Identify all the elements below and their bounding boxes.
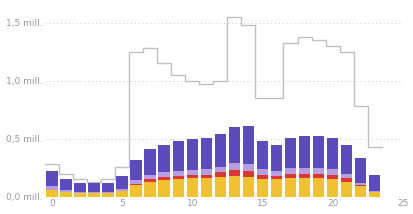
Bar (214, 166, 225, 172)
Bar (200, 175, 211, 178)
Bar (270, 176, 282, 179)
Bar (214, 134, 225, 166)
Bar (46, 186, 57, 190)
Bar (116, 176, 128, 189)
Bar (228, 170, 240, 176)
Bar (298, 174, 309, 178)
Bar (130, 184, 142, 185)
Bar (312, 174, 323, 178)
Bar (284, 138, 296, 168)
Bar (326, 138, 337, 169)
Bar (284, 168, 296, 174)
Bar (172, 179, 183, 197)
Bar (158, 172, 170, 177)
Bar (130, 160, 142, 180)
Bar (354, 158, 366, 183)
Bar (144, 179, 156, 182)
Bar (270, 179, 282, 197)
Bar (340, 174, 351, 178)
Bar (130, 180, 142, 184)
Bar (88, 183, 100, 192)
Bar (256, 169, 268, 175)
Bar (60, 192, 71, 197)
Bar (186, 170, 197, 175)
Bar (284, 178, 296, 197)
Bar (88, 193, 100, 197)
Bar (354, 183, 366, 185)
Bar (368, 175, 380, 191)
Bar (256, 141, 268, 169)
Bar (326, 169, 337, 175)
Bar (340, 178, 351, 182)
Bar (102, 193, 114, 197)
Bar (354, 185, 366, 186)
Bar (242, 164, 254, 171)
Bar (228, 163, 240, 170)
Bar (130, 185, 142, 197)
Bar (46, 171, 57, 186)
Bar (172, 176, 183, 179)
Bar (158, 180, 170, 197)
Bar (200, 169, 211, 175)
Bar (312, 178, 323, 197)
Bar (158, 144, 170, 172)
Bar (242, 177, 254, 197)
Bar (144, 149, 156, 175)
Bar (144, 182, 156, 197)
Bar (172, 171, 183, 176)
Bar (242, 126, 254, 164)
Bar (186, 139, 197, 170)
Bar (88, 192, 100, 193)
Bar (60, 190, 71, 192)
Bar (74, 192, 85, 193)
Bar (214, 172, 225, 177)
Bar (326, 179, 337, 197)
Bar (368, 191, 380, 192)
Bar (298, 168, 309, 174)
Bar (74, 183, 85, 192)
Bar (158, 177, 170, 180)
Bar (312, 168, 323, 174)
Bar (74, 193, 85, 197)
Bar (228, 176, 240, 197)
Bar (186, 178, 197, 197)
Bar (340, 182, 351, 197)
Bar (256, 175, 268, 179)
Bar (186, 175, 197, 178)
Bar (256, 179, 268, 197)
Bar (200, 138, 211, 169)
Bar (270, 144, 282, 171)
Bar (228, 127, 240, 163)
Bar (116, 189, 128, 191)
Bar (242, 171, 254, 177)
Bar (46, 190, 57, 197)
Bar (270, 171, 282, 176)
Bar (312, 137, 323, 168)
Bar (172, 141, 183, 171)
Bar (200, 178, 211, 197)
Bar (368, 192, 380, 197)
Bar (102, 183, 114, 192)
Bar (144, 175, 156, 179)
Bar (326, 175, 337, 179)
Bar (284, 174, 296, 178)
Bar (102, 192, 114, 193)
Bar (298, 178, 309, 197)
Bar (60, 179, 71, 190)
Bar (354, 186, 366, 197)
Bar (214, 177, 225, 197)
Bar (116, 191, 128, 197)
Bar (340, 144, 351, 174)
Bar (298, 137, 309, 168)
